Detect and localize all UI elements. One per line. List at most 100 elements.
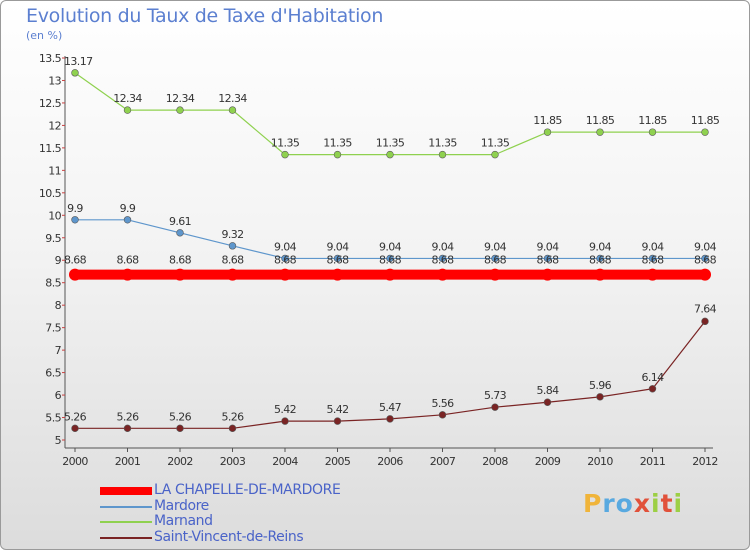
x-tick-label: 2003 [220,455,246,468]
logo-letter: o [615,489,634,518]
data-point [491,403,499,411]
y-tick-label: 11 [48,164,61,177]
data-label: 8.68 [326,254,349,267]
x-tick-label: 2001 [115,455,141,468]
axes: 55.566.577.588.599.51010.51111.51212.513… [39,52,718,468]
data-label: 9.04 [326,240,349,253]
series-layer [69,69,711,433]
logo-letter: t [660,489,674,518]
data-label: 9.04 [379,240,402,253]
data-point [596,128,604,136]
data-point [386,415,394,423]
y-tick-label: 12.5 [39,97,62,110]
data-point [491,150,499,159]
data-point [386,254,394,263]
y-tick-label: 6 [55,389,62,402]
chart-unit: (en %) [26,29,63,42]
legend-swatch-saint-vincent-de-reins [100,537,152,539]
legend-swatch-la-chapelle-de-mardore [100,487,152,495]
data-label: 5.26 [64,410,87,423]
data-label: 8.68 [64,254,87,267]
data-point [646,268,659,281]
legend-label-la-chapelle-de-mardore: LA CHAPELLE-DE-MARDORE [154,482,341,498]
y-tick-label: 10 [48,209,61,222]
x-tick-label: 2005 [325,455,351,468]
y-tick-label: 8 [55,299,62,312]
y-tick-label: 7.5 [45,322,61,335]
data-label: 11.85 [691,114,720,127]
data-point [123,424,132,433]
data-point [333,254,342,263]
y-tick-label: 10.5 [39,187,62,200]
y-tick-label: 5.5 [45,412,61,425]
data-label: 5.42 [274,403,296,416]
data-label: 12.34 [166,92,195,105]
y-tick-label: 9.5 [45,232,61,245]
data-label: 8.68 [536,254,559,267]
data-label: 9.9 [120,202,136,215]
data-label: 8.68 [221,254,244,267]
y-tick-label: 6.5 [45,367,61,380]
legend-label-marnand: Marnand [154,513,213,529]
data-label: 9.04 [589,240,612,253]
data-label: 5.73 [484,389,507,402]
data-label: 11.85 [533,114,562,127]
x-tick-label: 2012 [692,455,718,468]
data-label: 5.26 [169,410,192,423]
y-tick-label: 9 [55,254,62,267]
logo-letter: x [633,489,651,518]
data-point [71,69,79,77]
data-point [331,268,344,281]
data-point [594,268,606,281]
chart-title: Evolution du Taux de Taxe d'Habitation [26,5,384,27]
data-point [491,254,499,263]
x-tick-label: 2002 [167,455,193,468]
data-point [279,268,291,281]
x-tick-label: 2008 [482,455,508,468]
data-label: 8.68 [169,254,192,267]
data-label: 7.64 [694,302,717,315]
x-tick-label: 2007 [430,455,456,468]
x-tick-label: 2006 [377,455,403,468]
data-point [281,254,289,263]
data-point [69,268,81,281]
y-tick-label: 13 [48,74,61,87]
data-point [228,242,237,250]
data-label: 9.04 [274,240,297,253]
data-point [489,268,501,281]
data-point [386,150,394,159]
legend-swatch-mardore [100,506,152,508]
data-point [228,106,237,114]
data-label: 9.32 [221,228,243,241]
y-tick-label: 12 [48,119,61,132]
data-label: 9.04 [694,240,717,253]
data-point [648,254,657,263]
data-label: 8.68 [274,254,297,267]
data-label: 8.68 [484,254,507,267]
data-label: 5.42 [326,403,348,416]
data-label: 9.9 [67,202,83,215]
data-label: 11.35 [323,137,352,150]
data-point [543,398,552,406]
data-point [648,385,657,393]
data-point [543,254,552,263]
data-label: 11.35 [428,137,457,150]
data-point [228,424,237,433]
data-point [333,417,342,425]
data-point [71,216,79,224]
x-tick-label: 2004 [272,455,298,468]
data-label: 11.85 [638,114,667,127]
data-point [438,150,447,159]
data-label: 9.04 [431,240,454,253]
data-label: 8.68 [379,254,402,267]
data-label: 11.85 [586,114,615,127]
x-tick-label: 2000 [62,455,88,468]
y-tick-label: 13.5 [39,52,62,65]
y-tick-label: 7 [55,344,62,357]
data-point [333,150,342,159]
data-point [596,393,604,401]
data-label: 5.26 [221,410,244,423]
data-point [436,268,449,281]
data-point [438,254,447,263]
